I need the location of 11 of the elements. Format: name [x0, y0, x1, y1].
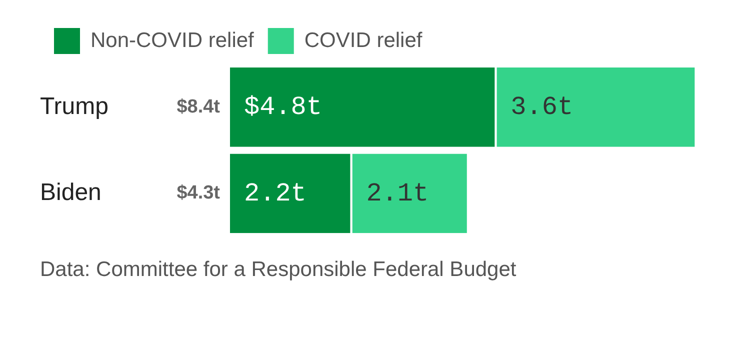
y-tick-label: Trump [40, 92, 108, 120]
annotation: $4.3t [176, 182, 221, 204]
data-label: 2.2t [244, 178, 306, 208]
data-label: $4.8t [244, 92, 322, 122]
data-label: 2.1t [366, 178, 429, 208]
text: Data: Committee for a Responsible Federal Budget [40, 257, 518, 283]
y-tick-label: Biden [40, 179, 102, 206]
legend-label: Non-COVID relief [90, 28, 254, 52]
annotation: $8.4t [176, 96, 221, 118]
legend-label: COVID relief [304, 28, 422, 52]
data-label: 3.6t [510, 92, 574, 122]
